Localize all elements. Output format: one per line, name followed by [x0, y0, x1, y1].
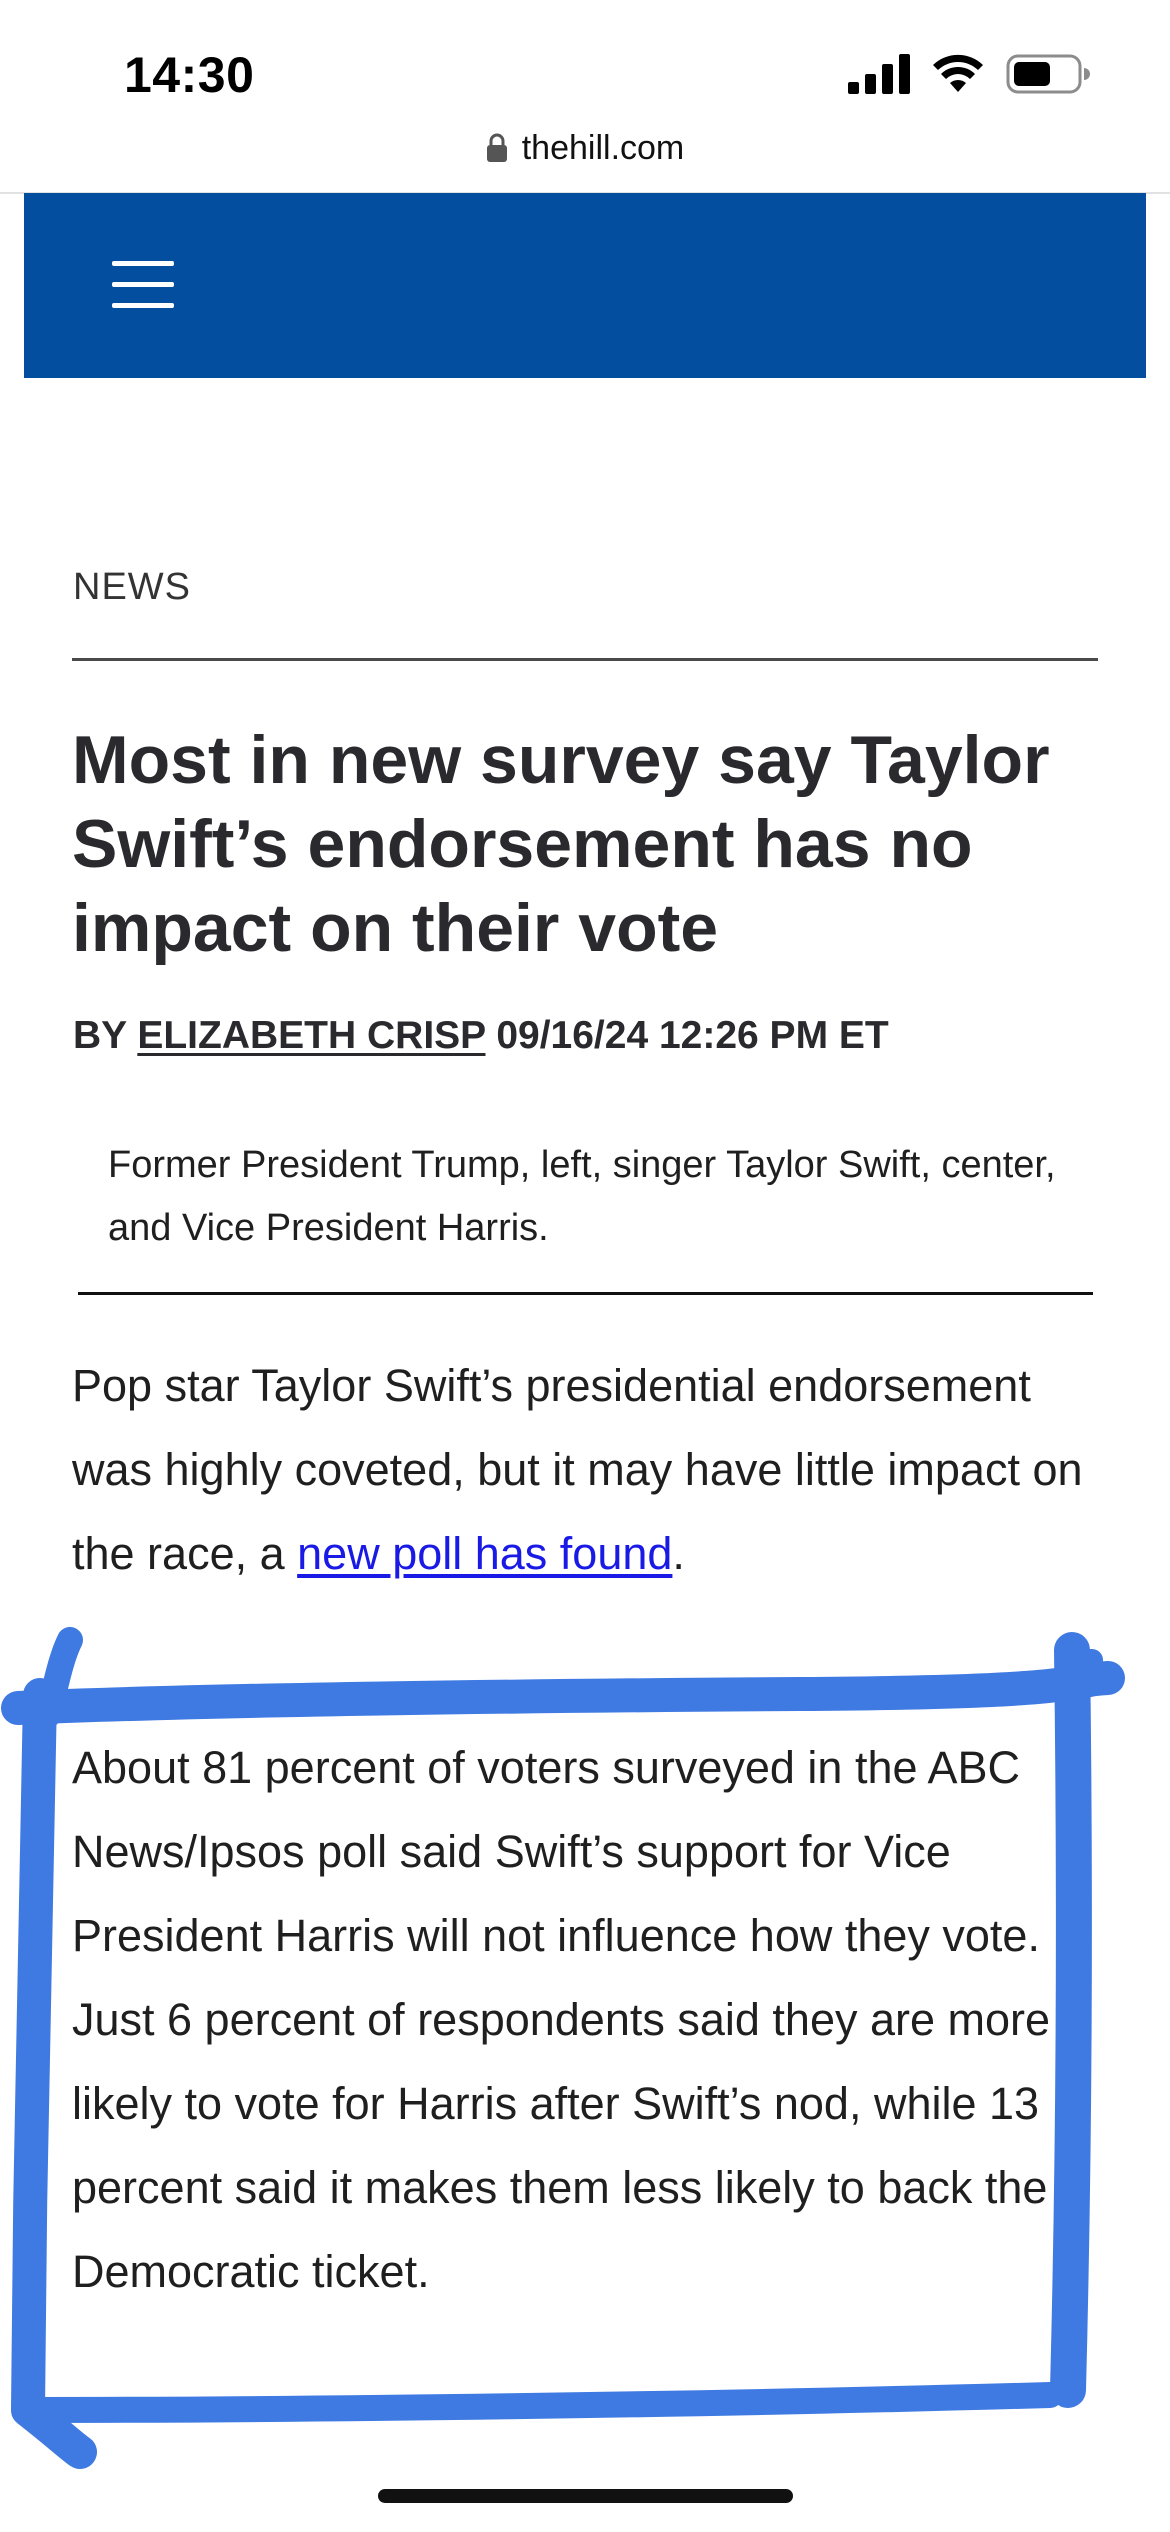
image-caption: Former President Trump, left, singer Tay…	[108, 1144, 1056, 1249]
article-paragraph-1: Pop star Taylor Swift’s presidential end…	[72, 1344, 1122, 1596]
status-time: 14:30	[124, 47, 255, 103]
article-headline: Most in new survey say Taylor Swift’s en…	[72, 722, 1050, 966]
caption-divider	[78, 1292, 1093, 1295]
status-icons	[848, 52, 1090, 96]
battery-icon	[1006, 54, 1090, 94]
article-paragraph-2: About 81 percent of voters surveyed in t…	[72, 1742, 1051, 2297]
wifi-icon	[933, 54, 983, 92]
publish-datetime: 09/16/24 12:26 PM ET	[496, 1014, 889, 1057]
paragraph-1-end: .	[672, 1528, 685, 1579]
paragraph-1-text: Pop star Taylor Swift’s presidential end…	[72, 1360, 1083, 1579]
home-indicator[interactable]	[378, 2489, 793, 2503]
url-bar[interactable]: thehill.com	[0, 120, 1170, 176]
cellular-signal-icon	[848, 54, 910, 94]
section-divider	[72, 658, 1098, 661]
url-text[interactable]: thehill.com	[521, 128, 685, 167]
section-label[interactable]: NEWS	[73, 566, 191, 608]
poll-link[interactable]: new poll has found	[297, 1528, 673, 1579]
byline-prefix: BY	[73, 1014, 127, 1057]
hamburger-menu-icon[interactable]	[100, 253, 186, 319]
lock-icon	[486, 133, 507, 162]
author-link[interactable]: ELIZABETH CRISP	[137, 1014, 486, 1057]
status-bar: 14:30	[0, 0, 1170, 130]
site-header	[24, 193, 1146, 378]
byline: BY ELIZABETH CRISP 09/16/24 12:26 PM ET	[73, 1014, 889, 1058]
